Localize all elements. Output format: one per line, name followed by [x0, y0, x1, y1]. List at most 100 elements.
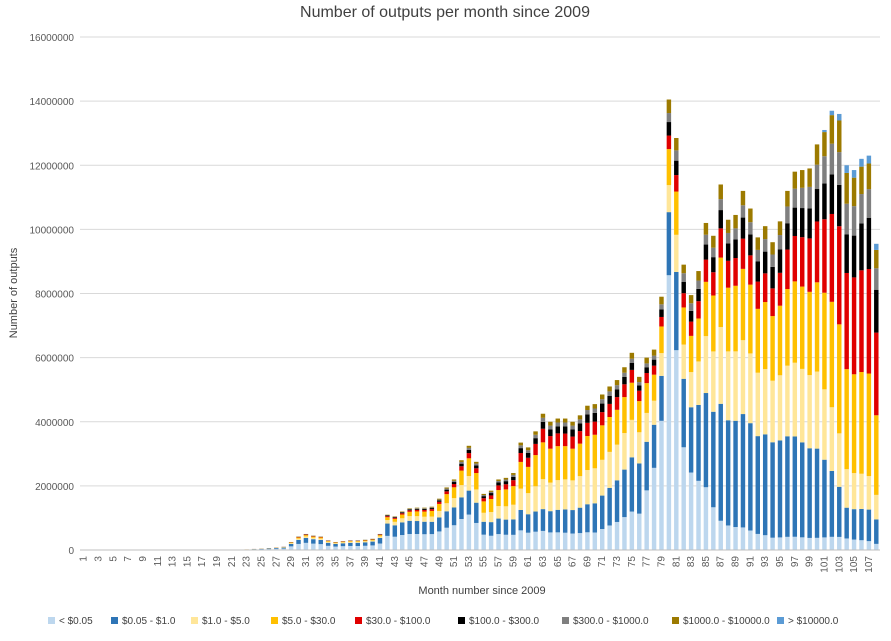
bar-segment — [556, 422, 560, 426]
bar-segment — [615, 410, 619, 445]
bar-segment — [844, 173, 848, 204]
bar-segment — [393, 522, 397, 525]
bar-segment — [593, 404, 597, 408]
bar-segment — [363, 540, 367, 541]
x-tick-label: 71 — [597, 556, 608, 568]
bar-segment — [793, 537, 797, 550]
bar-segment — [652, 401, 656, 425]
bar-segment — [496, 506, 500, 518]
bar-segment — [563, 533, 567, 550]
bar-segment — [726, 351, 730, 420]
bar-segment — [704, 336, 708, 393]
bar-segment — [348, 541, 352, 542]
bar-segment — [385, 517, 389, 520]
bar-segment — [415, 516, 419, 521]
bar-segment — [511, 519, 515, 534]
bar-segment — [667, 122, 671, 136]
bar-segment — [474, 489, 478, 502]
x-tick-label: 35 — [331, 556, 342, 568]
bar-segment — [704, 282, 708, 336]
bar-segment — [837, 226, 841, 324]
bar-segment — [407, 508, 411, 509]
bar-segment — [674, 138, 678, 150]
y-tick-label: 6000000 — [35, 354, 74, 365]
bar-segment — [467, 515, 471, 550]
bar-segment — [844, 235, 848, 273]
bar-segment — [726, 261, 730, 288]
bar-segment — [437, 500, 441, 501]
bar-segment — [489, 492, 493, 493]
bar-segment — [319, 544, 323, 550]
x-tick-label: 21 — [227, 556, 238, 568]
bar-segment — [533, 438, 537, 444]
bar-segment — [756, 262, 760, 282]
bar-segment — [607, 488, 611, 526]
bar-segment — [681, 447, 685, 550]
bar-segment — [652, 356, 656, 360]
bar-segment — [407, 509, 411, 510]
bar-segment — [296, 544, 300, 550]
bar-segment — [822, 460, 826, 538]
bar-segment — [696, 405, 700, 481]
bar-segment — [644, 490, 648, 550]
bar-segment — [711, 412, 715, 508]
bar-segment — [748, 234, 752, 255]
bar-segment — [481, 522, 485, 535]
bar-segment — [511, 477, 515, 480]
bar-segment — [437, 517, 441, 531]
bar-segment — [778, 440, 782, 537]
bar-segment — [822, 184, 826, 220]
bar-segment — [815, 372, 819, 449]
x-tick-label: 53 — [464, 556, 475, 568]
bar-segment — [719, 210, 723, 228]
bar-segment — [726, 420, 730, 525]
bar-segment — [741, 527, 745, 550]
bar-segment — [511, 505, 515, 520]
bar-segment — [696, 301, 700, 318]
bar-segment — [311, 539, 315, 543]
bar-segment — [400, 522, 404, 535]
bar-segment — [793, 189, 797, 208]
bar-segment — [793, 281, 797, 362]
y-tick-label: 16000000 — [30, 33, 75, 44]
bar-segment — [467, 458, 471, 476]
bar-segment — [526, 447, 530, 450]
legend-label: $30.0 - $100.0 — [366, 616, 431, 627]
bar-segment — [444, 494, 448, 503]
bar-segment — [444, 528, 448, 550]
x-tick-label: 97 — [790, 556, 801, 568]
bar-segment — [578, 419, 582, 423]
bar-segment — [378, 538, 382, 544]
bar-segment — [444, 489, 448, 490]
bar-segment — [578, 444, 582, 477]
bar-segment — [304, 535, 308, 536]
bar-segment — [467, 491, 471, 515]
bar-segment — [778, 306, 782, 376]
bar-segment — [778, 249, 782, 273]
bar-segment — [541, 479, 545, 509]
bar-segment — [489, 491, 493, 492]
bar-segment — [689, 322, 693, 336]
bar-segment — [607, 404, 611, 417]
bar-segment — [711, 272, 715, 295]
bar-segment — [289, 543, 293, 544]
bar-segment — [659, 326, 663, 353]
bar-segment — [763, 369, 767, 434]
bar-segment — [748, 255, 752, 284]
bar-segment — [459, 464, 463, 467]
bar-segment — [578, 415, 582, 419]
bar-segment — [867, 476, 871, 510]
bar-segment — [452, 498, 456, 507]
bar-segment — [837, 120, 841, 152]
bar-segment — [793, 236, 797, 281]
bar-segment — [370, 540, 374, 541]
bar-segment — [770, 242, 774, 254]
bar-segment — [304, 543, 308, 550]
bar-segment — [511, 473, 515, 475]
bar-segment — [289, 546, 293, 550]
bar-segment — [785, 191, 789, 207]
bar-segment — [652, 468, 656, 550]
bar-segment — [541, 442, 545, 479]
bar-segment — [504, 520, 508, 535]
bar-segment — [622, 367, 626, 372]
